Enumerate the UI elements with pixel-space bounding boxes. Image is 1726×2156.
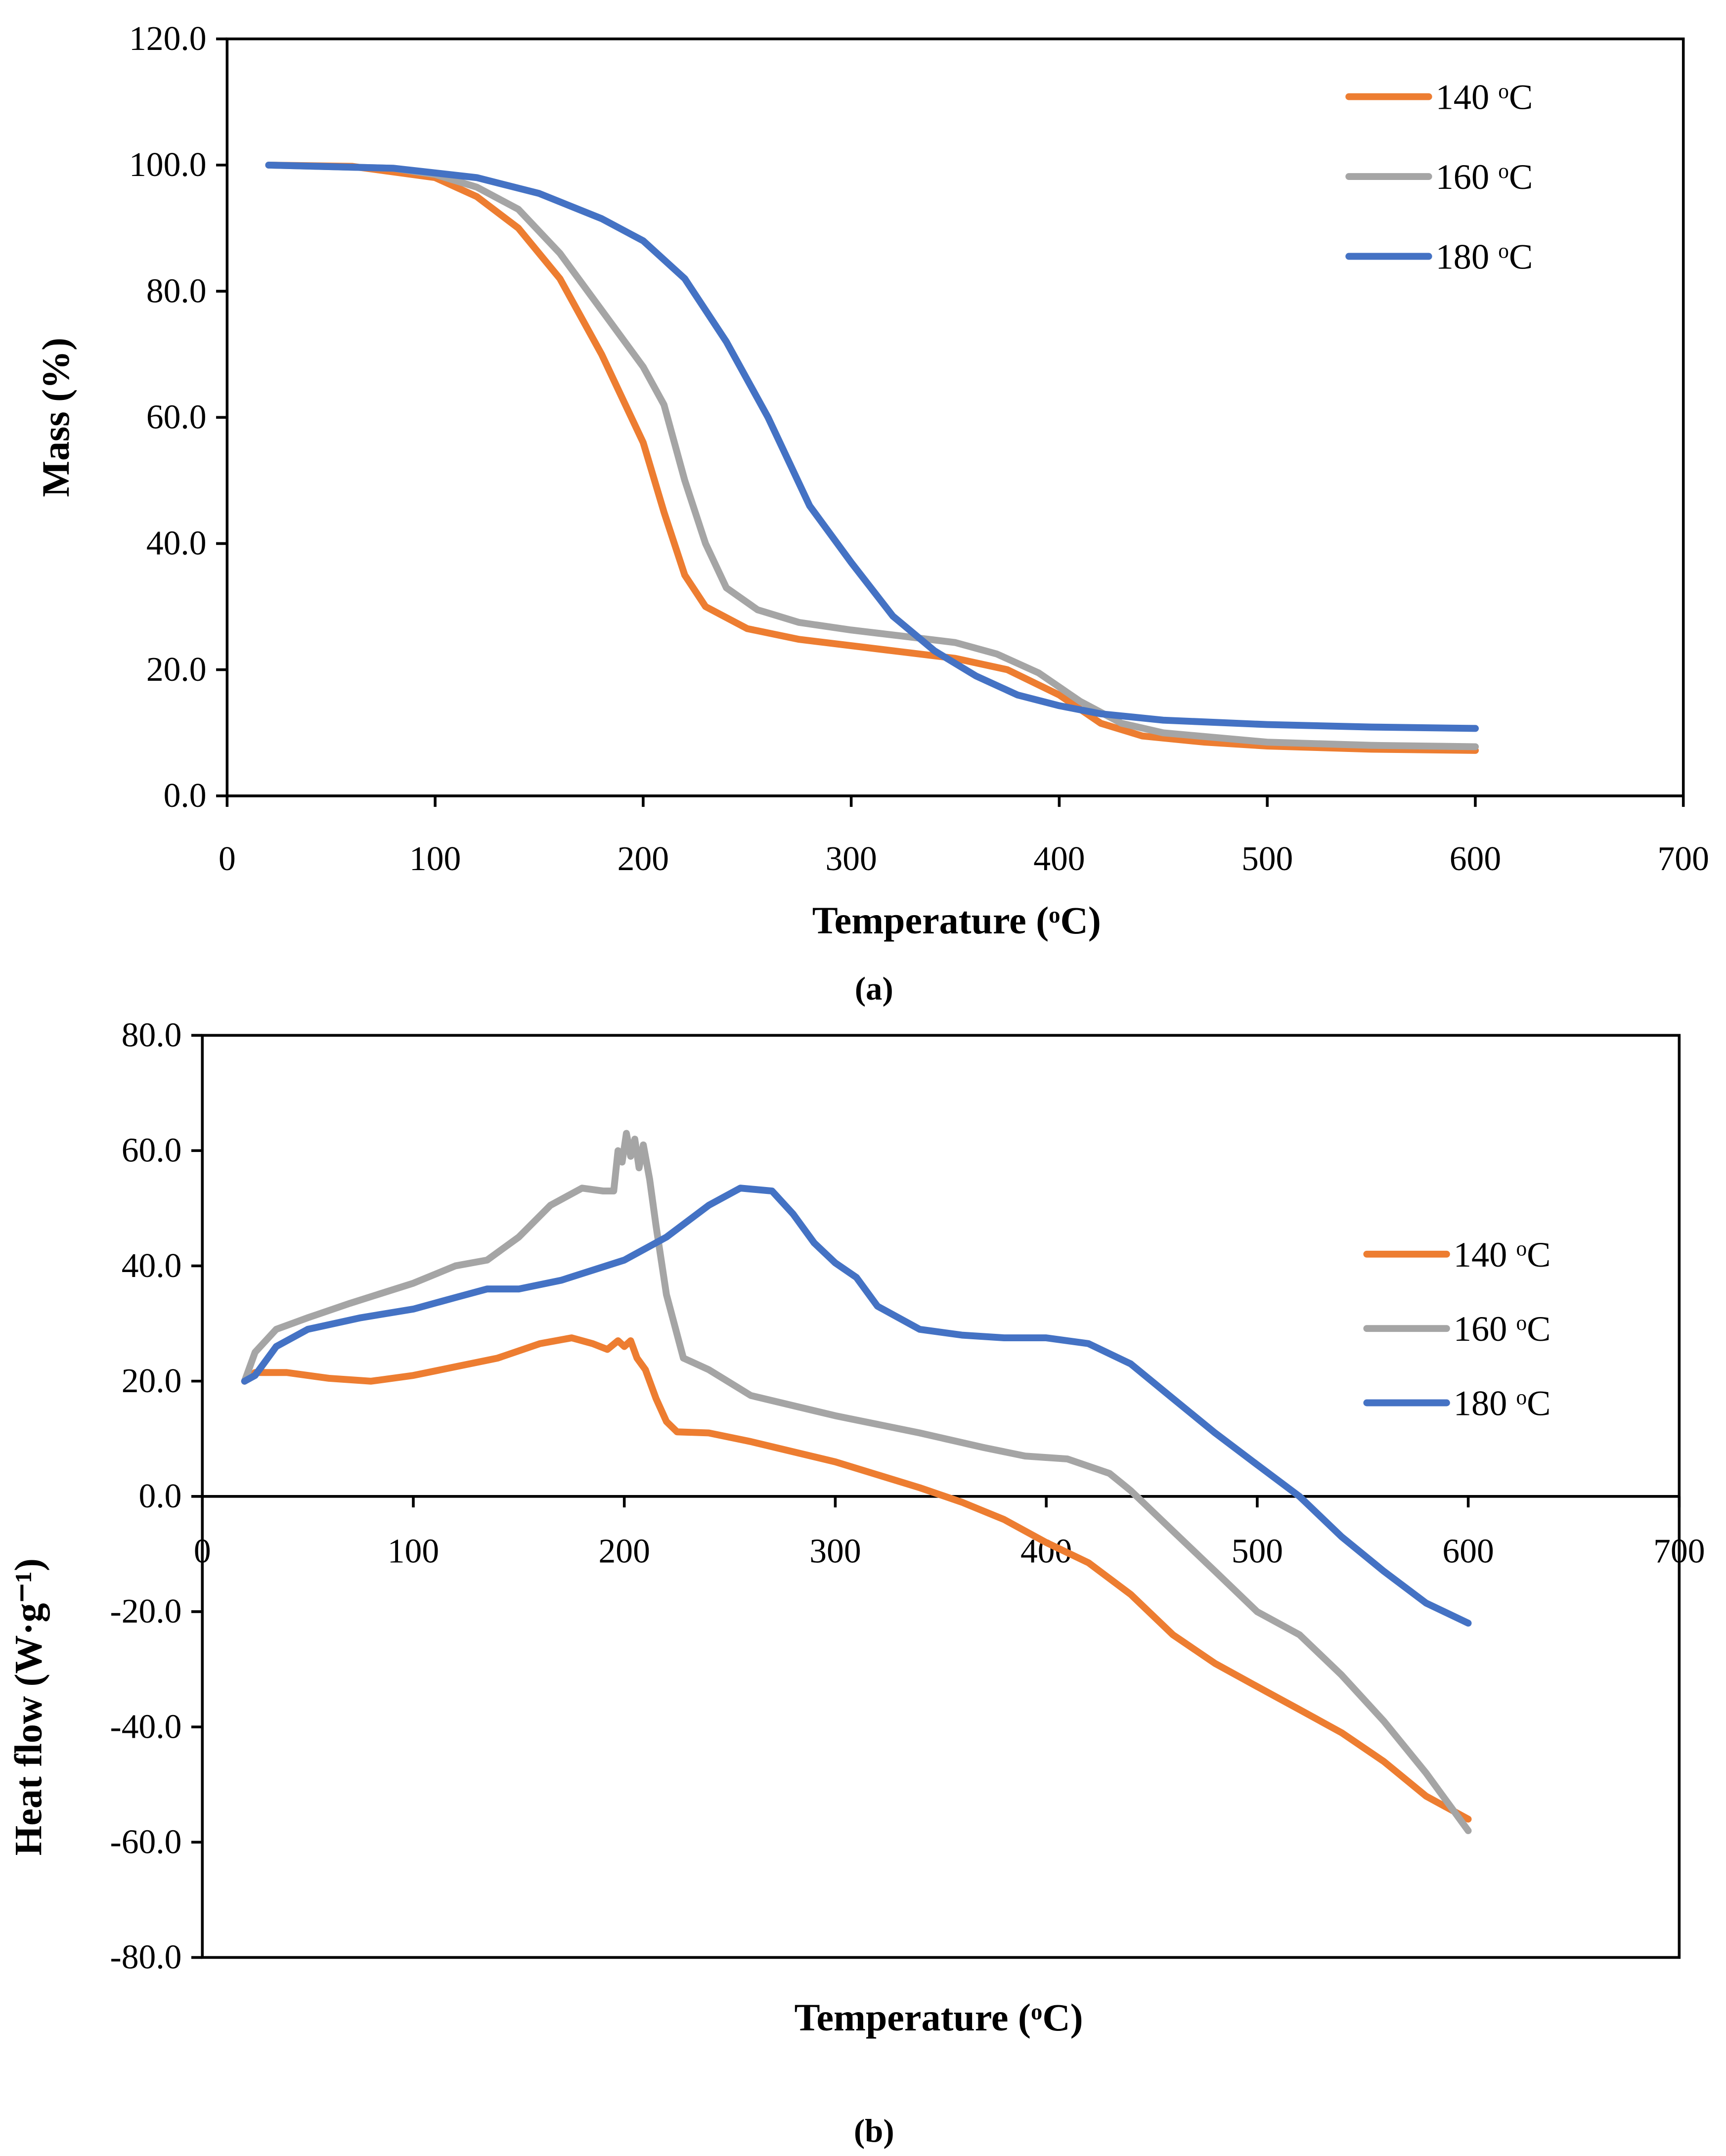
x-tick-label: 200 (618, 840, 669, 878)
y-tick-label: 40.0 (146, 525, 207, 563)
x-tick-label: 500 (1232, 1532, 1283, 1570)
x-tick-label: 0 (219, 840, 236, 878)
series-line-140 (265, 161, 1479, 754)
legend-label: 180 oC (1436, 237, 1533, 277)
legend-label: 180 oC (1454, 1384, 1551, 1423)
y-axis-title: Mass (%) (35, 338, 77, 497)
series-line-180 (265, 161, 1479, 732)
series-line-160 (265, 161, 1479, 750)
chart-a-mass: 0.0 20.0 40.0 60.0 80.0 100.0 120.0 0 100 200 300 4… (35, 20, 1709, 1007)
y-tick-label: 60.0 (122, 1132, 182, 1170)
legend-label: 160 oC (1436, 157, 1533, 197)
y-tick-label: 80.0 (146, 272, 207, 310)
legend-label: 160 oC (1454, 1309, 1551, 1349)
y-tick-label: 40.0 (122, 1247, 182, 1285)
legend-label: 140 oC (1436, 78, 1533, 117)
panel-caption: (a) (855, 970, 893, 1007)
chart-b-heat-flow: -80.0 -60.0 -40.0 -20.0 0.0 20.0 40.0 60.0 80.0 0… (7, 1016, 1705, 2149)
panel-caption: (b) (854, 2112, 894, 2149)
y-tick-label: -60.0 (110, 1823, 182, 1861)
x-tick-label: 100 (388, 1532, 439, 1570)
x-tick-label: 0 (194, 1532, 211, 1570)
y-tick-label: -40.0 (110, 1708, 182, 1746)
x-axis-title: Temperature (oC) (795, 1996, 1083, 2039)
legend-label: 140 oC (1454, 1235, 1551, 1275)
x-tick-label: 700 (1653, 1532, 1705, 1570)
y-tick-label: 0.0 (164, 777, 207, 815)
plot-area (225, 37, 1685, 797)
y-tick-label: 120.0 (129, 20, 207, 58)
y-tick-label: -20.0 (110, 1592, 182, 1630)
x-tick-label: 300 (825, 840, 877, 878)
x-tick-label: 600 (1442, 1532, 1494, 1570)
y-tick-label: 20.0 (146, 651, 207, 689)
x-tick-label: 400 (1033, 840, 1085, 878)
y-axis-title: Heat flow (W·g⁻¹) (7, 1558, 50, 1855)
y-tick-label: 0.0 (138, 1477, 181, 1515)
y-tick-label: -80.0 (110, 1938, 182, 1977)
x-tick-label: 600 (1450, 840, 1501, 878)
x-tick-label: 100 (409, 840, 461, 878)
y-tick-label: 20.0 (122, 1362, 182, 1400)
x-tick-label: 200 (599, 1532, 650, 1570)
x-tick-label: 700 (1658, 840, 1709, 878)
series-line-160 (241, 1130, 1472, 1834)
x-axis-title: Temperature (oC) (812, 899, 1101, 942)
series-line-140 (241, 1334, 1472, 1823)
y-tick-label: 100.0 (129, 146, 207, 184)
series-line-180 (241, 1185, 1472, 1627)
y-tick-label: 80.0 (122, 1016, 182, 1054)
x-tick-label: 500 (1241, 840, 1293, 878)
x-tick-label: 300 (809, 1532, 861, 1570)
y-tick-label: 60.0 (146, 398, 207, 437)
